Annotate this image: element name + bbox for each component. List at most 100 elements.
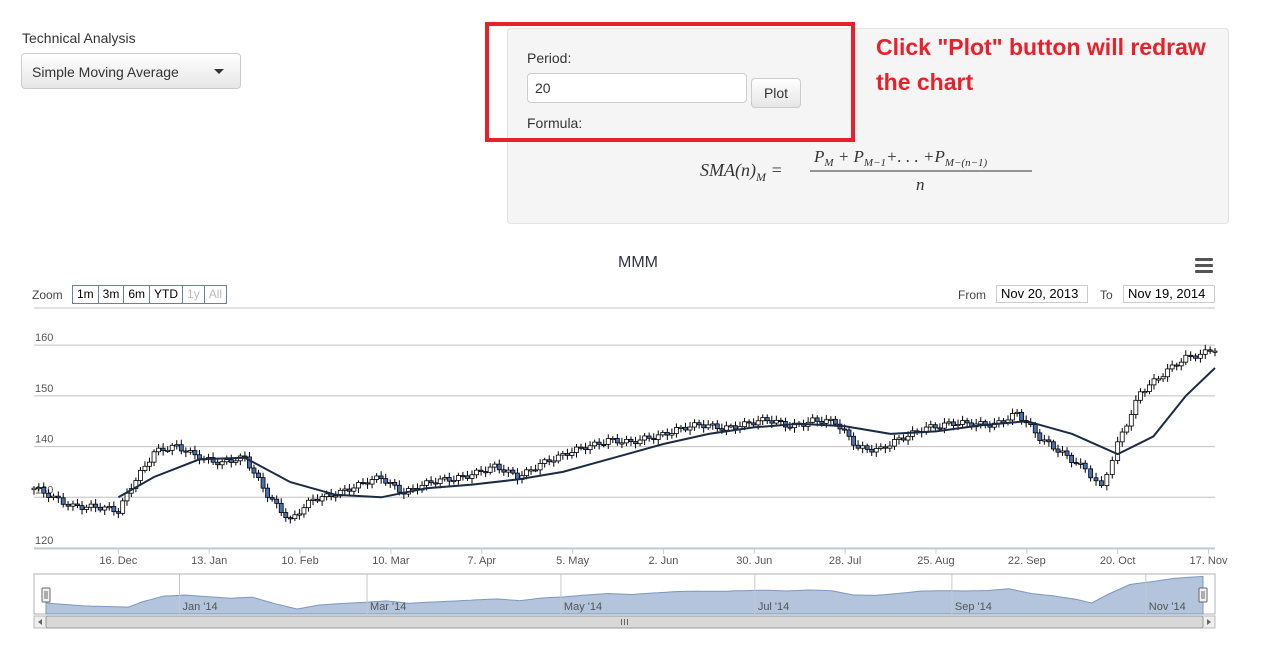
to-date-input[interactable]: Nov 19, 2014 [1123,285,1215,303]
candle [855,440,861,451]
candle [860,441,866,454]
candle [851,432,856,451]
zoom-label: Zoom [32,288,63,302]
candle [41,482,47,498]
candle [574,443,579,458]
navigator-left-handle[interactable] [41,587,51,603]
candle [1183,350,1189,366]
candle [174,440,180,450]
candle [614,434,620,446]
candle [505,466,511,478]
from-label: From [958,288,986,302]
candle [274,495,280,509]
chart-menu-icon[interactable] [1195,258,1213,274]
period-input[interactable] [527,73,747,103]
candle [792,418,797,433]
candle [546,455,552,466]
candle [346,483,352,496]
candle [278,498,284,517]
candle [733,421,738,434]
candle [169,442,175,456]
candle [1156,375,1161,384]
candle [1037,429,1043,444]
candle [460,471,466,481]
candle [519,470,525,484]
candle [1115,436,1121,465]
sma-formula: SMA(n)M = PM + PM−1+. . . +PM−(n−1) n [700,147,1032,194]
candle [587,441,593,454]
candle [705,420,711,430]
candle [501,464,507,476]
candle [197,449,202,465]
candle [142,461,148,473]
candle [515,468,520,485]
zoom-ytd-button[interactable]: YTD [150,286,184,303]
candle [102,504,108,516]
x-tick-label: 25. Aug [917,555,954,567]
candle [928,420,934,432]
indicator-select[interactable]: Simple Moving Average [21,53,241,89]
candle [1188,351,1194,361]
candle [533,464,539,473]
navigator-right-handle[interactable] [1198,587,1208,603]
candle [283,508,289,522]
parameters-panel [507,28,1229,224]
zoom-3m-button[interactable]: 3m [98,286,125,303]
candle [474,468,479,479]
candle [1046,435,1052,447]
candle [1169,360,1175,372]
x-tick-label: 30. Jun [736,555,772,567]
candle [564,448,570,460]
candle [592,439,598,449]
candle [723,421,729,436]
from-date-input[interactable]: Nov 20, 2013 [996,285,1088,303]
candle [374,473,380,483]
candle [433,477,439,488]
candle [869,444,875,457]
candle [287,515,293,524]
candle [1099,476,1104,488]
technical-analysis-label: Technical Analysis [22,30,136,46]
y-tick-label: 150 [35,383,53,395]
scroll-left-arrow-icon[interactable] [38,619,42,625]
zoom-all-button[interactable]: All [204,286,227,303]
candle [773,415,779,426]
candle [996,416,1002,428]
candle [147,457,152,472]
candle [537,459,543,475]
zoom-1m-button[interactable]: 1m [73,286,99,303]
candle [960,415,965,428]
candle [428,476,434,486]
candle [310,494,316,506]
candle [46,489,52,503]
candle [678,424,684,433]
candle [1142,388,1148,397]
candle [596,438,602,450]
candle [55,491,61,503]
candle [664,428,670,441]
candle [351,483,357,495]
candle [183,447,189,458]
zoom-1y-button[interactable]: 1y [183,286,205,303]
candle [115,507,121,519]
candle [669,428,675,439]
candle [810,414,816,426]
candle [215,457,221,470]
zoom-6m-button[interactable]: 6m [124,286,151,303]
plot-button[interactable]: Plot [751,78,801,108]
candle [760,414,766,426]
candle [1202,344,1208,359]
scroll-right-arrow-icon[interactable] [1207,619,1211,625]
candle [1093,472,1099,486]
candle [1119,427,1125,447]
x-tick-label: 22. Sep [1008,555,1046,567]
candle [487,463,493,475]
sma-line [117,367,1216,499]
candle [1197,349,1203,363]
candle [737,421,743,434]
candle [151,449,157,467]
candle [242,451,248,462]
candle [165,446,171,453]
candle [387,479,393,488]
